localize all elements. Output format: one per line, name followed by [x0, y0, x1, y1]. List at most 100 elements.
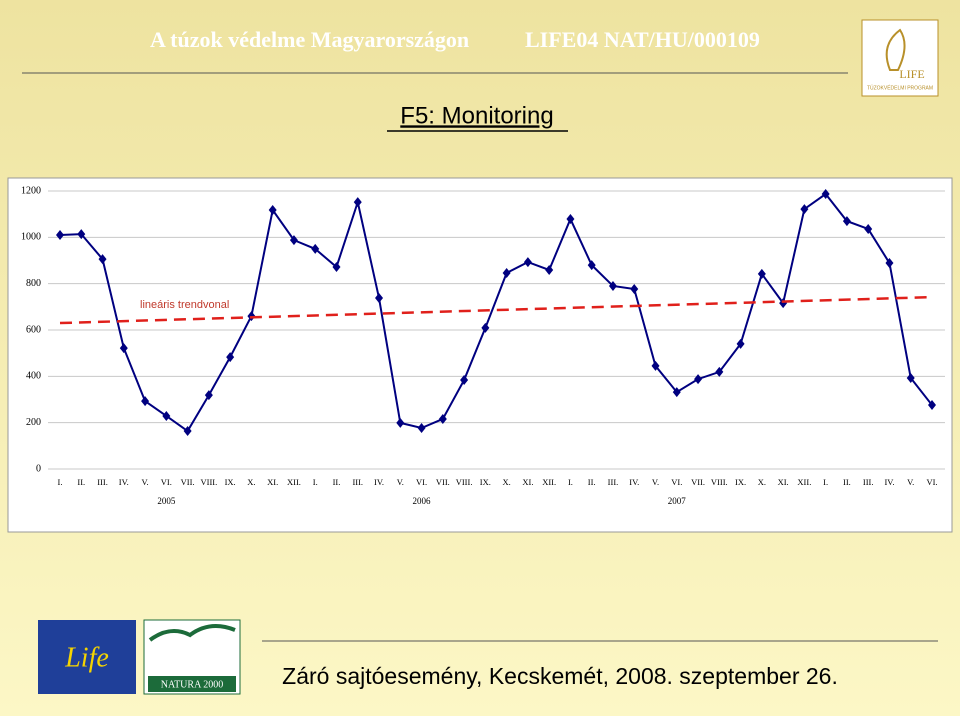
marker: [162, 410, 171, 421]
x-tick-label: I.: [58, 477, 63, 487]
slide-title: F5: Monitoring: [400, 102, 553, 129]
marker: [523, 257, 532, 268]
marker: [842, 216, 851, 227]
y-tick-label: 1200: [21, 185, 41, 196]
marker: [757, 268, 766, 279]
marker: [226, 352, 235, 363]
x-tick-label: VII.: [436, 477, 450, 487]
footer: Záró sajtóesemény, Kecskemét, 2008. szep…: [282, 663, 838, 689]
x-tick-label: VIII.: [200, 477, 217, 487]
marker: [183, 426, 192, 437]
marker: [715, 366, 724, 377]
marker: [56, 230, 64, 241]
y-tick-label: 0: [36, 463, 41, 474]
marker: [800, 204, 809, 215]
x-tick-label: V.: [907, 477, 914, 487]
logo-subtitle: TÚZOKVÉDELMI PROGRAM: [867, 84, 933, 91]
x-tick-label: III.: [352, 477, 363, 487]
marker: [289, 235, 298, 246]
marker: [98, 254, 107, 265]
marker: [460, 375, 469, 386]
marker: [438, 413, 447, 424]
marker: [204, 390, 213, 401]
marker: [630, 283, 639, 294]
x-tick-label: XI.: [267, 477, 278, 487]
marker: [608, 280, 617, 291]
x-tick-label: XI.: [522, 477, 533, 487]
x-tick-label: VI.: [161, 477, 172, 487]
x-tick-label: IV.: [629, 477, 639, 487]
marker: [353, 197, 362, 208]
natura-logo-text: NATURA 2000: [161, 679, 224, 690]
y-tick-label: 400: [26, 371, 41, 382]
x-tick-label: X.: [503, 477, 511, 487]
x-tick-label: VI.: [671, 477, 682, 487]
marker: [396, 417, 405, 428]
x-tick-label: VI.: [926, 477, 937, 487]
x-tick-label: V.: [652, 477, 659, 487]
marker: [906, 372, 915, 383]
x-tick-label: III.: [863, 477, 874, 487]
marker: [481, 322, 490, 333]
year-label: 2005: [157, 496, 176, 506]
marker: [864, 223, 873, 234]
marker: [672, 387, 681, 398]
x-tick-label: IV.: [884, 477, 894, 487]
x-tick-label: IV.: [374, 477, 384, 487]
life-logo: LIFE TÚZOKVÉDELMI PROGRAM: [861, 19, 939, 97]
year-label: 2006: [413, 496, 432, 506]
life-eu-logo: Life: [38, 620, 136, 694]
marker: [247, 311, 256, 322]
life-logo-text: Life: [64, 642, 109, 673]
trend-line: [59, 295, 933, 325]
series-line: [59, 192, 933, 433]
x-tick-label: XII.: [287, 477, 301, 487]
marker: [417, 422, 426, 433]
marker: [141, 396, 150, 407]
x-tick-label: II.: [843, 477, 851, 487]
year-label: 2007: [668, 496, 687, 506]
x-tick-label: IV.: [119, 477, 129, 487]
x-tick-label: II.: [588, 477, 596, 487]
x-tick-label: IX.: [480, 477, 491, 487]
x-tick-label: X.: [758, 477, 766, 487]
marker: [651, 360, 660, 371]
marker: [694, 374, 703, 385]
marker: [311, 243, 320, 254]
marker: [587, 260, 596, 271]
header-project: LIFE04 NAT/HU/000109: [525, 27, 760, 52]
marker: [545, 264, 554, 275]
marker: [375, 293, 384, 304]
x-tick-label: II.: [77, 477, 85, 487]
trend-label: lineáris trendvonal: [140, 299, 229, 311]
marker: [332, 261, 341, 272]
y-tick-label: 200: [26, 417, 41, 428]
y-tick-label: 600: [26, 324, 41, 335]
x-tick-label: XII.: [542, 477, 556, 487]
x-tick-label: X.: [247, 477, 255, 487]
x-tick-label: VII.: [181, 477, 195, 487]
marker: [502, 268, 511, 279]
x-tick-label: I.: [568, 477, 573, 487]
header-title: A túzok védelme Magyarországon: [150, 27, 469, 52]
x-tick-label: III.: [97, 477, 108, 487]
marker: [566, 214, 575, 225]
marker: [119, 343, 128, 354]
x-tick-label: II.: [333, 477, 341, 487]
y-tick-label: 800: [26, 278, 41, 289]
logo-name: LIFE: [899, 67, 924, 81]
marker: [928, 400, 936, 411]
x-tick-label: VIII.: [711, 477, 728, 487]
natura-logo: NATURA 2000: [143, 619, 241, 695]
marker: [736, 338, 745, 349]
marker: [268, 204, 277, 215]
chart: 0 200 400 600 800 1000 1200 I. II. III. IV. V. VI. VI…: [21, 185, 945, 506]
x-tick-label: IX.: [225, 477, 236, 487]
x-tick-label: VI.: [416, 477, 427, 487]
marker: [77, 229, 86, 240]
x-tick-label: XI.: [778, 477, 789, 487]
marker: [885, 258, 894, 269]
x-tick-label: VIII.: [456, 477, 473, 487]
x-tick-label: I.: [823, 477, 828, 487]
x-tick-label: I.: [313, 477, 318, 487]
